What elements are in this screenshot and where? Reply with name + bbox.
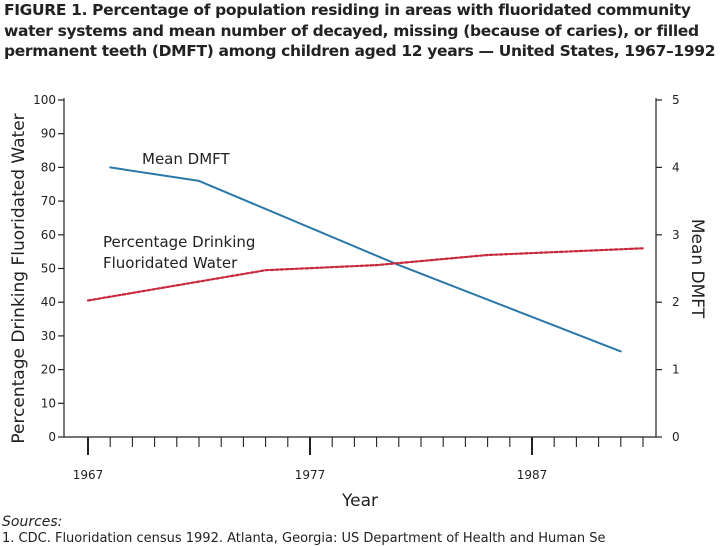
y-axis-right-title: Mean DMFT	[687, 219, 707, 319]
y-left-tick-label: 20	[41, 363, 56, 377]
ticks-layer: 0 10 20 30 40 50 60 70 80 90 100 0 1 2 3 4 5 1967 1977 1987	[33, 93, 680, 482]
y-left-tick-label: 90	[41, 127, 56, 141]
x-tick-label: 1977	[295, 468, 326, 482]
y-left-tick-label: 0	[48, 430, 56, 444]
annotation-fluoridated-water: Percentage Drinking	[103, 233, 255, 251]
labels-layer: Year Percentage Drinking Fluoridated Wate…	[9, 113, 707, 511]
annotation-mean-dmft: Mean DMFT	[142, 150, 230, 168]
y-left-tick-label: 70	[41, 194, 56, 208]
y-right-tick-label: 5	[672, 93, 680, 107]
y-left-tick-label: 10	[41, 396, 56, 410]
y-right-tick-label: 3	[672, 228, 680, 242]
y-right-tick-label: 2	[672, 295, 680, 309]
y-left-tick-label: 60	[41, 228, 56, 242]
x-tick-label: 1987	[517, 468, 548, 482]
y-left-tick-label: 40	[41, 295, 56, 309]
source-citation: 1. CDC. Fluoridation census 1992. Atlant…	[2, 531, 606, 546]
x-tick-label: 1967	[73, 468, 104, 482]
y-right-tick-label: 1	[672, 363, 680, 377]
y-left-tick-label: 100	[33, 93, 56, 107]
y-right-tick-label: 4	[672, 160, 680, 174]
y-axis-left-title: Percentage Drinking Fluoridated Water	[9, 113, 29, 443]
y-left-tick-label: 50	[41, 262, 56, 276]
y-right-tick-label: 0	[672, 430, 680, 444]
annotation-fluoridated-water: Fluoridated Water	[103, 254, 238, 272]
y-left-tick-label: 80	[41, 160, 56, 174]
sources-label: Sources:	[2, 514, 62, 530]
y-left-tick-label: 30	[41, 329, 56, 343]
x-axis-title: Year	[341, 491, 378, 511]
